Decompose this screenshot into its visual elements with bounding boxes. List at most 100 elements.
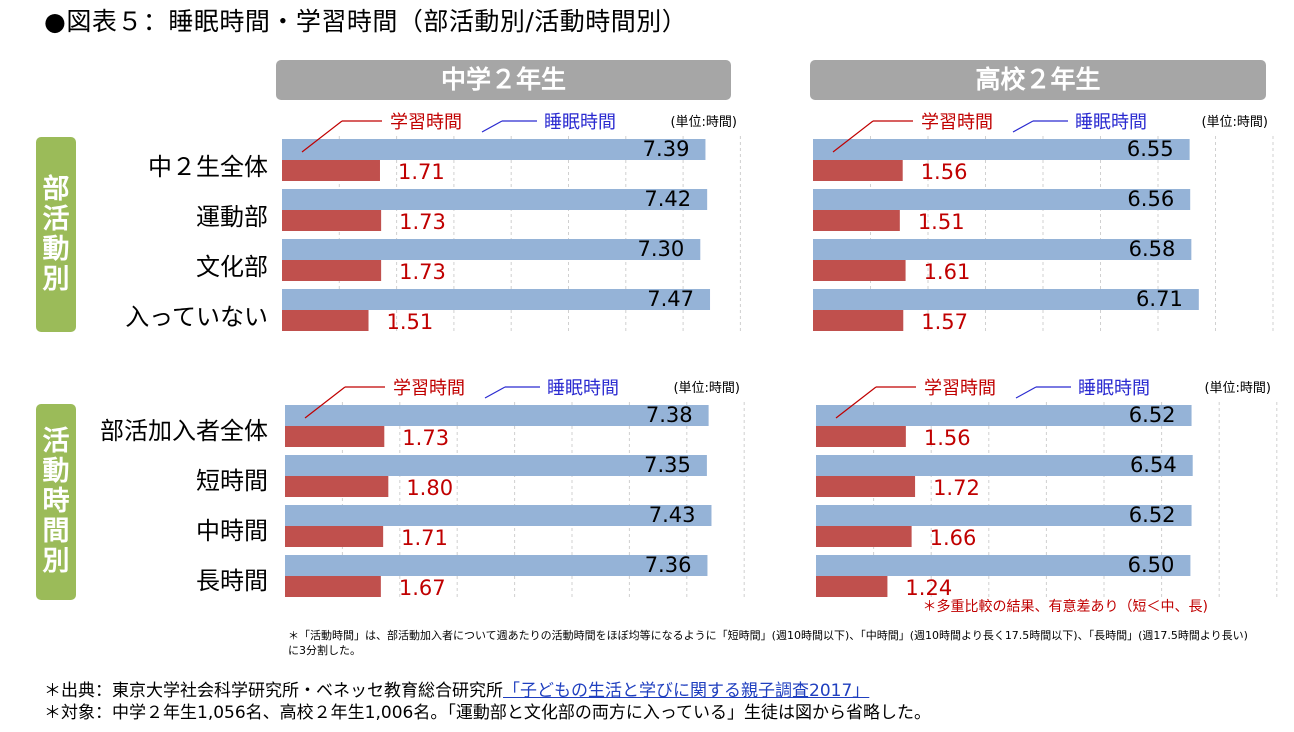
sleep-legend-leader: [484, 386, 506, 399]
side-label-char: 別: [42, 263, 70, 295]
side-label-char: 別: [42, 546, 70, 577]
side-label-char: 部: [42, 173, 70, 205]
study-legend-label: 学習時間: [924, 378, 996, 399]
page-title: ●図表５：睡眠時間・学習時間（部活動別/活動時間別）: [44, 7, 688, 36]
study-value-label: 1.80: [406, 476, 453, 500]
sleep-value-label: 7.36: [645, 553, 692, 577]
sleep-bar: [285, 505, 712, 526]
study-value-label: 1.73: [402, 426, 449, 450]
study-value-label: 1.61: [924, 260, 971, 284]
side-label-char: 動: [42, 456, 70, 487]
study-bar: [282, 310, 369, 331]
sleep-value-label: 7.38: [646, 403, 693, 427]
significance-note: ＊多重比較の結果、有意差あり（短＜中、長): [923, 598, 1208, 615]
unit-label: (単位:時間): [673, 380, 740, 396]
unit-label: (単位:時間): [670, 114, 737, 130]
row-label: 中２生全体: [148, 153, 268, 181]
sleep-bar: [282, 189, 708, 210]
row-label: 文化部: [196, 253, 268, 281]
study-legend-label: 学習時間: [393, 378, 465, 399]
study-value-label: 1.71: [401, 526, 448, 550]
study-bar: [282, 210, 382, 231]
side-label-activity-time: 活動時間別: [36, 404, 76, 600]
study-bar: [285, 476, 389, 497]
sleep-bar: [282, 139, 706, 160]
sleep-value-label: 7.47: [647, 287, 694, 311]
sleep-legend-leader: [1012, 120, 1034, 133]
study-bar: [816, 526, 912, 547]
row-label: 中時間: [196, 517, 268, 545]
study-value-label: 1.51: [387, 310, 434, 334]
sleep-value-label: 6.58: [1129, 237, 1176, 261]
row-label: 部活加入者全体: [100, 417, 268, 445]
study-bar: [813, 260, 906, 281]
side-label-char: 間: [42, 516, 70, 547]
side-label-char: 時: [42, 486, 70, 517]
source-prefix: ＊出典：東京大学社会科学研究所・ベネッセ教育総合研究所: [44, 681, 503, 701]
study-bar: [813, 160, 903, 181]
study-value-label: 1.51: [918, 210, 965, 234]
activity-time-footnote: ＊「活動時間」は、部活動加入者について週あたりの活動時間をほぼ均等になるように「…: [288, 629, 1248, 657]
header-junior-high: 中学２年生: [276, 60, 731, 100]
row-label: 入っていない: [125, 303, 268, 331]
row-label: 長時間: [196, 567, 268, 595]
unit-label: (単位:時間): [1204, 380, 1271, 396]
sleep-value-label: 7.30: [638, 237, 685, 261]
side-label-char: 動: [42, 233, 70, 265]
sleep-value-label: 7.43: [649, 503, 696, 527]
sleep-bar: [813, 239, 1192, 260]
target-line: ＊対象：中学２年生1,056名、高校２年生1,006名。「運動部と文化部の両方に…: [44, 703, 931, 723]
study-legend-leader: [301, 120, 343, 153]
sleep-legend-label: 睡眠時間: [1075, 112, 1147, 133]
side-label-char: 活: [42, 203, 70, 235]
sleep-value-label: 6.52: [1129, 403, 1176, 427]
source-link[interactable]: 「子どもの生活と学びに関する親子調査2017」: [503, 681, 870, 701]
sleep-bar: [282, 289, 711, 310]
study-value-label: 1.24: [905, 576, 952, 600]
study-legend-label: 学習時間: [390, 112, 462, 133]
study-value-label: 1.73: [399, 260, 446, 284]
sleep-bar: [813, 139, 1190, 160]
sleep-value-label: 7.35: [644, 453, 691, 477]
row-label: 運動部: [196, 203, 268, 231]
sleep-value-label: 6.71: [1136, 287, 1183, 311]
study-bar: [285, 576, 381, 597]
study-bar: [816, 576, 888, 597]
sleep-value-label: 6.52: [1129, 503, 1176, 527]
study-bar: [816, 426, 906, 447]
header-high-school: 高校２年生: [810, 60, 1266, 100]
sleep-legend-leader: [1015, 386, 1037, 399]
study-value-label: 1.57: [921, 310, 968, 334]
sleep-bar: [816, 505, 1192, 526]
study-value-label: 1.73: [399, 210, 446, 234]
study-bar: [285, 426, 385, 447]
sleep-legend-label: 睡眠時間: [544, 112, 616, 133]
study-value-label: 1.67: [399, 576, 446, 600]
sleep-value-label: 7.42: [644, 187, 691, 211]
sleep-bar: [813, 189, 1191, 210]
study-legend-leader: [304, 386, 346, 419]
study-bar: [282, 260, 382, 281]
study-bar: [285, 526, 384, 547]
side-label-char: 活: [42, 426, 70, 457]
sleep-bar: [816, 455, 1193, 476]
sleep-legend-label: 睡眠時間: [1078, 378, 1150, 399]
study-bar: [813, 210, 900, 231]
side-label-club: 部活動別: [36, 137, 76, 332]
unit-label: (単位:時間): [1201, 114, 1268, 130]
sleep-value-label: 6.55: [1127, 137, 1174, 161]
sleep-legend-leader: [481, 120, 503, 133]
row-label: 短時間: [196, 467, 268, 495]
study-legend-label: 学習時間: [921, 112, 993, 133]
sleep-bar: [285, 555, 708, 576]
sleep-bar: [816, 555, 1191, 576]
sleep-value-label: 6.56: [1127, 187, 1174, 211]
sleep-value-label: 7.39: [643, 137, 690, 161]
sleep-bar: [282, 239, 701, 260]
study-bar: [816, 476, 916, 497]
study-value-label: 1.56: [921, 160, 968, 184]
sleep-value-label: 6.50: [1128, 553, 1175, 577]
study-bar: [282, 160, 380, 181]
sleep-bar: [285, 405, 709, 426]
